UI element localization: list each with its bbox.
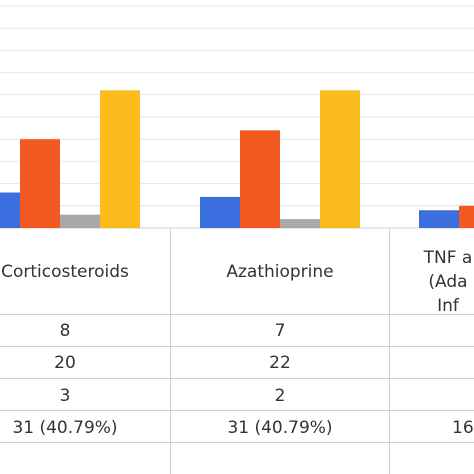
table-column-divider: [389, 229, 390, 474]
bar-series-4-azathioprine: [320, 90, 360, 228]
table-row-divider: [0, 378, 474, 379]
gridlines: [0, 5, 474, 229]
bar-series-2-azathioprine: [240, 130, 280, 228]
bar-series-1-corticosteroids: [0, 192, 20, 228]
table-row-divider: [0, 314, 474, 315]
bar-series-2-corticosteroids: [20, 139, 60, 228]
table-cell: 3: [59, 386, 71, 406]
bars: [0, 90, 474, 228]
table-row-divider: [0, 442, 474, 443]
table-row-divider: [0, 346, 474, 347]
bar-series-1-azathioprine: [200, 196, 240, 228]
category-header-label: Azathioprine: [226, 262, 334, 282]
table-cell: 7: [274, 321, 286, 341]
category-header-label: Inf: [437, 296, 459, 316]
bar-series-3-corticosteroids: [60, 214, 100, 228]
category-header-label: Corticosteroids: [1, 262, 129, 282]
bar-series-1-tnf-a-ada-inf: [419, 210, 459, 228]
table-row-divider: [0, 410, 474, 411]
table-cell: 16: [452, 418, 474, 438]
table-cell: 2: [274, 386, 286, 406]
category-header-label: (Ada: [428, 272, 468, 292]
table-cell: 8: [59, 321, 71, 341]
bar-chart: [0, 5, 474, 229]
table-cell: 22: [269, 353, 291, 373]
bar-series-4-corticosteroids: [100, 90, 140, 228]
bar-series-2-tnf-a-ada-inf: [459, 205, 474, 228]
table-cell: 31 (40.79%): [12, 418, 118, 438]
category-header-label: TNF a: [423, 248, 473, 268]
table-cell: 20: [54, 353, 76, 373]
bar-series-3-azathioprine: [280, 219, 320, 228]
table-cell: 31 (40.79%): [227, 418, 333, 438]
table-column-divider: [170, 229, 171, 474]
